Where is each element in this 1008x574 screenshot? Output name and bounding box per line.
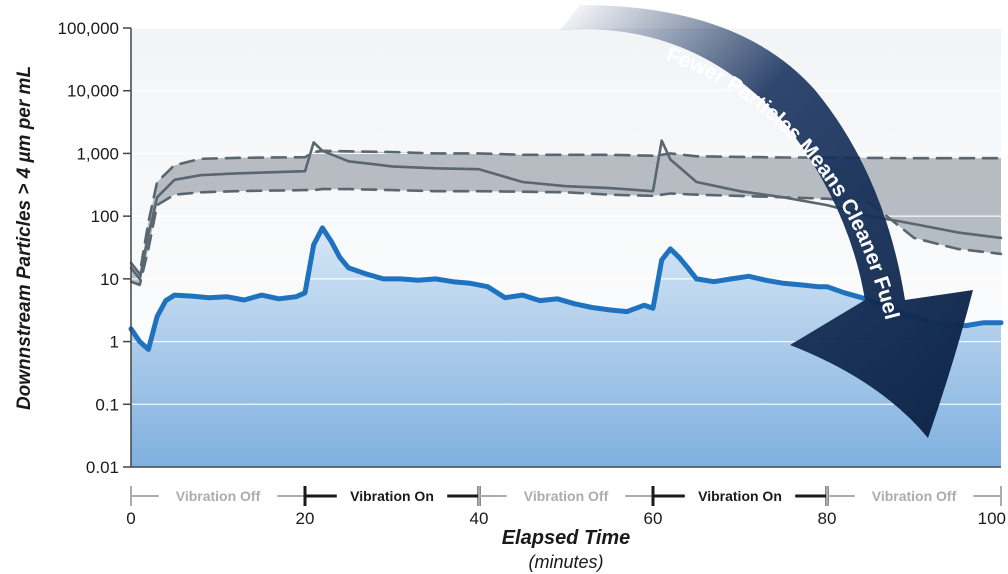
x-tick-label: 20 xyxy=(296,509,315,528)
competitor-lower-line xyxy=(129,187,1003,287)
featured-series-area xyxy=(131,227,1001,467)
y-tick-layer: 100,000 10,000 1,000 100 10 1 0.1 0.01 xyxy=(58,19,131,477)
phase-label: Vibration Off xyxy=(176,488,261,504)
competitor-band-layer xyxy=(131,150,1001,285)
y-tick-label: 100 xyxy=(91,207,119,226)
y-tick-label: 1 xyxy=(110,333,119,352)
phase-label-bg xyxy=(684,485,796,507)
competitor-mid-line xyxy=(129,139,1003,281)
x-tick-layer: 0 20 40 60 80 100 xyxy=(126,509,1006,528)
featured-series-area-layer xyxy=(131,227,1001,467)
y-tick-label: 10,000 xyxy=(67,82,119,101)
competitor-range-band xyxy=(131,150,1001,285)
x-tick-label: 40 xyxy=(470,509,489,528)
y-tick-label: 0.1 xyxy=(95,395,119,414)
phase-label-bg xyxy=(336,485,448,507)
vibration-phase-layer: Vibration Off Vibration On Vibration Off Vi… xyxy=(130,485,1002,507)
phase-label: Vibration On xyxy=(350,488,434,504)
x-tick-label: 100 xyxy=(978,509,1006,528)
x-tick-label: 80 xyxy=(818,509,837,528)
featured-filter-line xyxy=(128,225,1004,352)
phase-label-bg xyxy=(158,485,278,507)
y-tick-label: 100,000 xyxy=(58,19,119,38)
x-axis-title: Elapsed Time xyxy=(502,527,631,549)
x-axis-subtitle: (minutes) xyxy=(528,552,603,572)
phase-label: Vibration On xyxy=(698,488,782,504)
y-tick-label: 0.01 xyxy=(86,458,119,477)
competitor-upper-line xyxy=(129,149,1003,276)
phase-label-bg xyxy=(506,485,626,507)
phase-label: Vibration Off xyxy=(872,488,957,504)
curved-arrow-icon xyxy=(560,5,973,438)
y-axis-title: Downnstream Particles > 4 µm per mL xyxy=(14,66,35,410)
y-tick-label: 10 xyxy=(100,270,119,289)
series-line-layer xyxy=(128,139,1004,352)
x-tick-label: 0 xyxy=(126,509,135,528)
phase-label-bg xyxy=(854,485,974,507)
y-tick-label: 1,000 xyxy=(76,144,119,163)
x-tick-label: 60 xyxy=(644,509,663,528)
phase-label: Vibration Off xyxy=(524,488,609,504)
